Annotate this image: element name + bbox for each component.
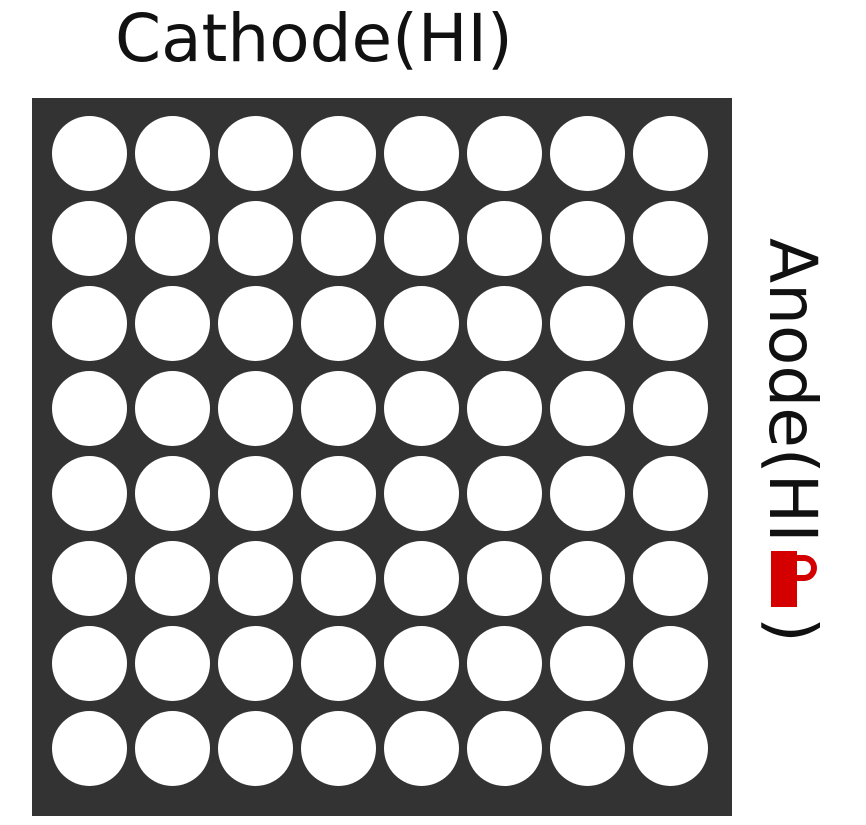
led-dot (384, 541, 459, 616)
led-dot (301, 626, 376, 701)
lock-shackle (787, 554, 817, 581)
led-dot (467, 286, 542, 361)
led-dot (633, 116, 708, 191)
led-dot (467, 541, 542, 616)
led-dot (467, 371, 542, 446)
led-dot (467, 711, 542, 786)
led-dot (218, 371, 293, 446)
anode-label-text: Anode(HI (754, 238, 831, 543)
led-dot (467, 116, 542, 191)
led-dot (467, 456, 542, 531)
led-dot (467, 201, 542, 276)
cathode-label: Cathode(HI) (115, 0, 513, 77)
led-dot (52, 371, 127, 446)
led-dot (384, 201, 459, 276)
led-dot (633, 456, 708, 531)
led-dot (550, 201, 625, 276)
led-dot (301, 711, 376, 786)
led-dot (301, 371, 376, 446)
led-dot (467, 626, 542, 701)
led-dot (135, 286, 210, 361)
led-dot (218, 541, 293, 616)
led-dot (633, 371, 708, 446)
led-dot (52, 711, 127, 786)
led-dot (301, 201, 376, 276)
led-dot (384, 456, 459, 531)
led-dot (384, 626, 459, 701)
led-dot (135, 371, 210, 446)
led-dot (384, 711, 459, 786)
led-dot (633, 286, 708, 361)
led-dot (135, 116, 210, 191)
led-dot (218, 626, 293, 701)
led-dot (218, 201, 293, 276)
led-dot (384, 371, 459, 446)
led-dot (550, 116, 625, 191)
led-dot (550, 456, 625, 531)
led-dot (135, 626, 210, 701)
anode-label: Anode(HI ) (752, 238, 832, 708)
led-dot (135, 456, 210, 531)
led-dot (633, 711, 708, 786)
led-dot (52, 116, 127, 191)
lock-icon (771, 550, 817, 607)
led-dot (301, 541, 376, 616)
led-dot (550, 286, 625, 361)
led-dot (218, 711, 293, 786)
led-dot (301, 286, 376, 361)
led-dot (52, 201, 127, 276)
led-dot (218, 286, 293, 361)
led-dot (52, 456, 127, 531)
anode-label-close-paren: ) (754, 616, 831, 643)
led-dot (52, 286, 127, 361)
led-dot (550, 541, 625, 616)
led-dot (135, 711, 210, 786)
led-dot (384, 116, 459, 191)
led-dot (550, 626, 625, 701)
led-matrix-panel (32, 98, 732, 816)
led-dot (550, 711, 625, 786)
led-dot (384, 286, 459, 361)
led-dot (135, 201, 210, 276)
led-dot (633, 201, 708, 276)
led-dot (301, 456, 376, 531)
led-dot (135, 541, 210, 616)
led-dot (633, 626, 708, 701)
led-dot (633, 541, 708, 616)
led-dot (550, 371, 625, 446)
led-dot (218, 116, 293, 191)
led-dot (52, 626, 127, 701)
led-dot (52, 541, 127, 616)
led-dot (301, 116, 376, 191)
led-dot (218, 456, 293, 531)
